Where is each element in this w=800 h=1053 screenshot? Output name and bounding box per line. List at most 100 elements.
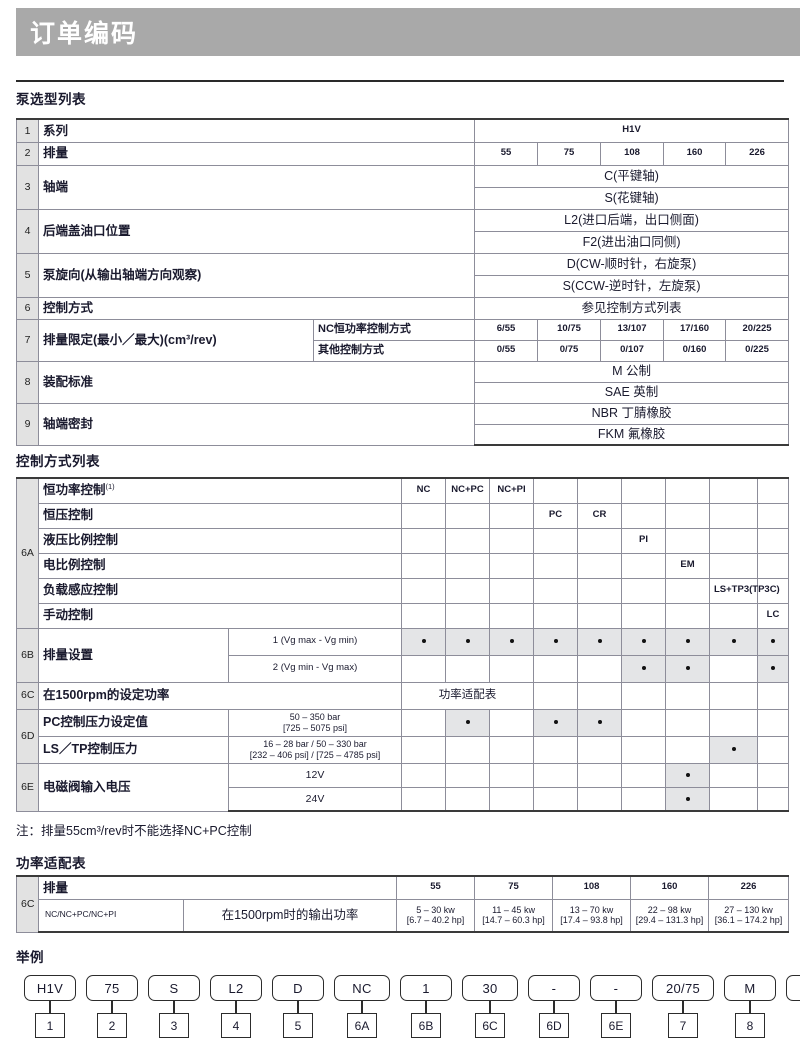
power-group-index-text: 6C bbox=[21, 898, 35, 911]
limit-value: 10/75 bbox=[537, 318, 602, 341]
control-code bbox=[533, 577, 578, 604]
control-code bbox=[577, 577, 622, 604]
control-code bbox=[621, 502, 666, 529]
power-value: 5 – 30 kw [6.7 – 40.2 hp] bbox=[396, 898, 476, 933]
control-code bbox=[665, 502, 710, 529]
footnote-note: 注：排量55cm³/rev时不能选择NC+PC控制 bbox=[16, 824, 252, 838]
selection-cell bbox=[757, 654, 789, 683]
control-row-label: PC控制压力设定值 bbox=[38, 708, 229, 737]
pressure-range: 16 – 28 bar / 50 – 330 bar [232 – 406 ps… bbox=[228, 735, 402, 764]
selection-cell bbox=[621, 786, 666, 812]
control-code bbox=[445, 552, 490, 579]
connector-line bbox=[235, 1001, 237, 1013]
table-row: 24V bbox=[17, 786, 789, 812]
row-index: 9 bbox=[16, 402, 39, 446]
row-label: 控制方式 bbox=[37, 296, 476, 320]
power-hp: [29.4 – 131.3 hp] bbox=[635, 915, 704, 926]
example-code-value: 20/75 bbox=[652, 975, 714, 1001]
example-segment-8: M 8 bbox=[724, 975, 776, 1038]
selection-cell bbox=[665, 786, 710, 812]
selection-cell bbox=[533, 627, 578, 656]
displacement-setting-option: 2 (Vg min - Vg max) bbox=[228, 654, 402, 683]
limit-value: 0/160 bbox=[663, 339, 727, 362]
example-segment-6d: - 6D bbox=[528, 975, 580, 1038]
control-row-label: LS／TP控制压力 bbox=[38, 735, 229, 764]
power-value: 11 – 45 kw [14.7 – 60.3 hp] bbox=[474, 898, 554, 933]
example-code-strip: H1V 1 75 2 S 3 L2 4 D 5 NC 6A bbox=[16, 975, 800, 1045]
row-option: L2(进口后端，出口侧面) bbox=[474, 208, 790, 232]
control-code bbox=[665, 527, 710, 554]
power-column-header: 108 bbox=[552, 875, 632, 900]
example-code-value: 30 bbox=[462, 975, 518, 1001]
limit-value: 6/55 bbox=[474, 318, 539, 341]
limit-value: 20/225 bbox=[725, 318, 790, 341]
control-method-table: 6A 恒功率控制(1) NC NC+PC NC+PI 恒压控制 PC CR bbox=[16, 477, 789, 812]
connector-line bbox=[749, 1001, 751, 1013]
connector-line bbox=[682, 1001, 684, 1013]
table-row: 3 轴端 C(平键轴) bbox=[16, 164, 790, 210]
selection-dot bbox=[685, 639, 690, 644]
example-position-label: 8 bbox=[735, 1013, 765, 1038]
row-option: C(平键轴) bbox=[474, 164, 790, 188]
selection-cell bbox=[621, 627, 666, 656]
power-value: 13 – 70 kw [17.4 – 93.8 hp] bbox=[552, 898, 632, 933]
table-row: 1 系列 H1V bbox=[16, 118, 790, 143]
table-row: 5 泵旋向(从输出轴端方向观察) D(CW-顺时针，右旋泵) bbox=[16, 252, 790, 298]
example-code-value: L2 bbox=[210, 975, 262, 1001]
control-code bbox=[401, 502, 446, 529]
selection-dot bbox=[553, 720, 558, 725]
control-code: NC+PI bbox=[489, 477, 534, 504]
group-index-6d: 6D bbox=[16, 708, 39, 764]
example-position-label: 6E bbox=[601, 1013, 631, 1038]
example-segment-6a: NC 6A bbox=[334, 975, 390, 1038]
control-code bbox=[621, 577, 666, 604]
displacement-value: 75 bbox=[537, 141, 602, 166]
control-code bbox=[489, 552, 534, 579]
table-row: 液压比例控制 PI bbox=[17, 527, 789, 554]
selection-cell bbox=[757, 786, 789, 812]
example-segment-2: 75 2 bbox=[86, 975, 138, 1038]
connector-line bbox=[49, 1001, 51, 1013]
selection-cell bbox=[709, 786, 758, 812]
row-option: M 公制 bbox=[474, 360, 790, 383]
example-code-value: M bbox=[724, 975, 776, 1001]
connector-line bbox=[553, 1001, 555, 1013]
power-hp: [36.1 – 174.2 hp] bbox=[714, 915, 783, 926]
voltage-option: 24V bbox=[228, 786, 402, 812]
control-code: CR bbox=[577, 502, 622, 529]
example-position-label: 7 bbox=[668, 1013, 698, 1038]
control-code bbox=[709, 527, 758, 554]
example-position-label: 1 bbox=[35, 1013, 65, 1038]
displacement-setting-option: 1 (Vg max - Vg min) bbox=[228, 627, 402, 656]
selection-cell bbox=[665, 762, 710, 788]
selection-cell bbox=[533, 708, 578, 737]
example-segment-9: NBR 9 bbox=[786, 975, 800, 1038]
power-hp: [14.7 – 60.3 hp] bbox=[482, 915, 545, 926]
selection-dot bbox=[731, 747, 736, 752]
example-segment-1: H1V 1 bbox=[24, 975, 76, 1038]
control-code bbox=[445, 527, 490, 554]
selection-dot bbox=[771, 639, 775, 644]
control-code bbox=[533, 527, 578, 554]
selection-cell bbox=[709, 627, 758, 656]
selection-cell bbox=[577, 681, 622, 710]
row-option: 参见控制方式列表 bbox=[474, 296, 790, 320]
power-column-header: 226 bbox=[708, 875, 790, 900]
row-option: NBR 丁腈橡胶 bbox=[474, 402, 790, 425]
control-row-label: 负载感应控制 bbox=[38, 577, 402, 604]
power-kw: 13 – 70 kw bbox=[569, 904, 614, 915]
row-label: 泵旋向(从输出轴端方向观察) bbox=[37, 252, 476, 298]
group-index-6c: 6C bbox=[16, 681, 39, 710]
selection-dot bbox=[731, 639, 736, 644]
limit-value: 0/75 bbox=[537, 339, 602, 362]
selection-dot bbox=[509, 639, 514, 644]
selection-cell bbox=[757, 681, 789, 710]
selection-cell bbox=[621, 762, 666, 788]
limit-value: 0/225 bbox=[725, 339, 790, 362]
control-code bbox=[577, 527, 622, 554]
selection-dot bbox=[553, 639, 558, 644]
selection-cell bbox=[577, 708, 622, 737]
control-code: NC bbox=[401, 477, 446, 504]
row-index: 2 bbox=[16, 141, 39, 166]
